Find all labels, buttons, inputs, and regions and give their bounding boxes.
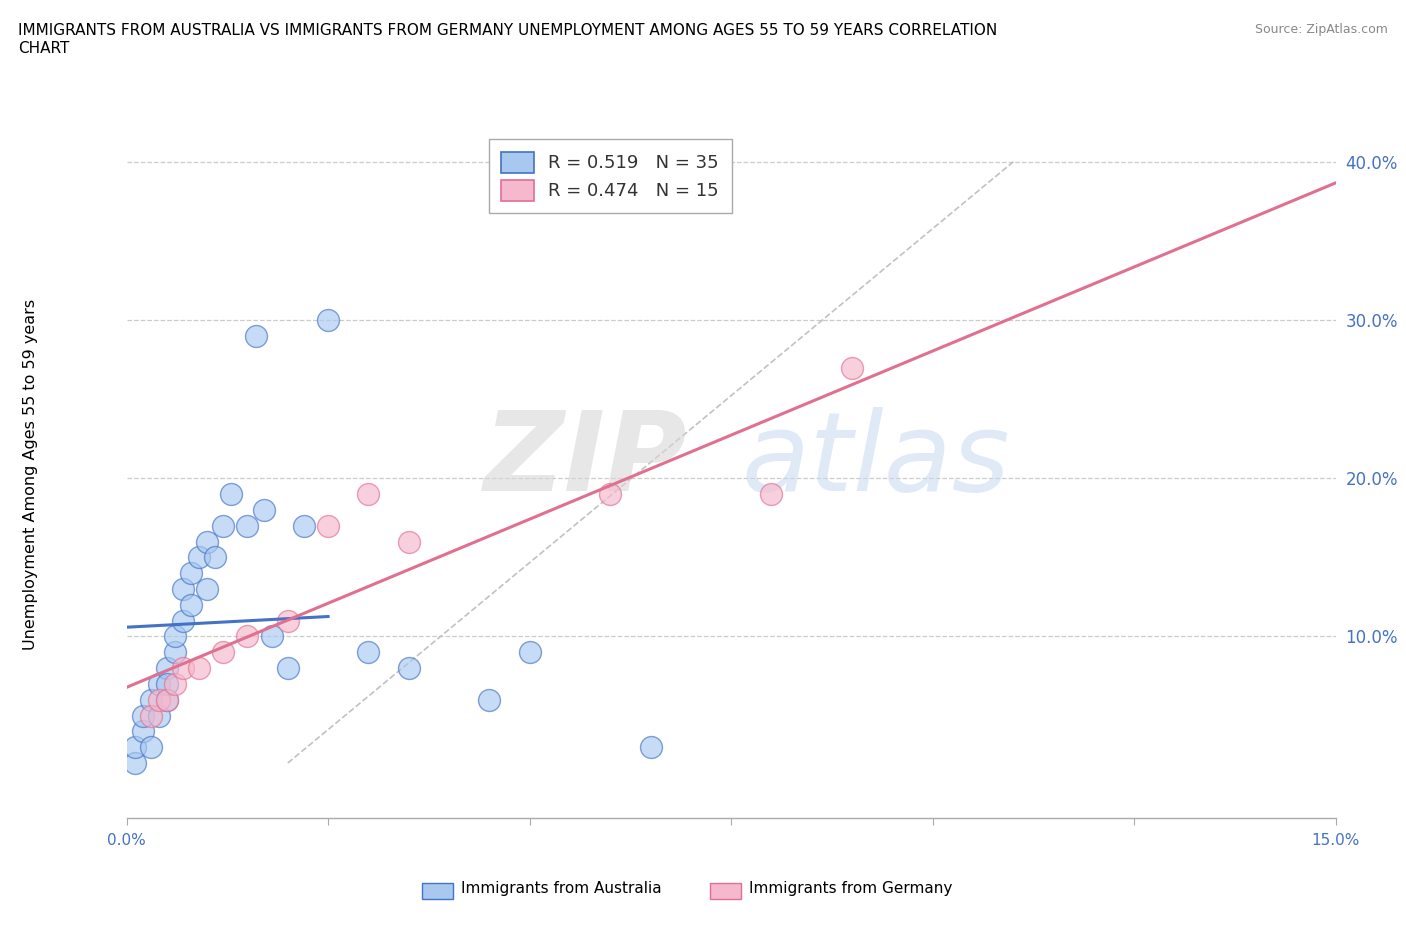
Text: 0.0%: 0.0% <box>107 833 146 848</box>
Point <box>398 534 420 549</box>
Point <box>398 660 420 675</box>
Point <box>148 692 170 707</box>
Point <box>148 708 170 723</box>
Point <box>195 581 218 596</box>
Point <box>172 660 194 675</box>
Point <box>139 692 162 707</box>
Text: Immigrants from Germany: Immigrants from Germany <box>749 881 953 896</box>
Point <box>156 692 179 707</box>
Point <box>357 644 380 659</box>
Point <box>124 755 146 770</box>
Text: CHART: CHART <box>18 41 70 56</box>
Legend: R = 0.519   N = 35, R = 0.474   N = 15: R = 0.519 N = 35, R = 0.474 N = 15 <box>489 140 731 214</box>
Text: Source: ZipAtlas.com: Source: ZipAtlas.com <box>1254 23 1388 36</box>
Point <box>180 597 202 612</box>
Point <box>156 692 179 707</box>
Point <box>316 518 339 533</box>
Text: Immigrants from Australia: Immigrants from Australia <box>461 881 662 896</box>
Point <box>277 613 299 628</box>
Point <box>139 708 162 723</box>
Point <box>124 739 146 754</box>
Point <box>221 486 243 501</box>
Point <box>172 613 194 628</box>
Text: IMMIGRANTS FROM AUSTRALIA VS IMMIGRANTS FROM GERMANY UNEMPLOYMENT AMONG AGES 55 : IMMIGRANTS FROM AUSTRALIA VS IMMIGRANTS … <box>18 23 997 38</box>
Point <box>163 676 186 691</box>
Point <box>212 644 235 659</box>
Point <box>163 629 186 644</box>
Point <box>841 360 863 375</box>
Point <box>640 739 662 754</box>
Point <box>478 692 501 707</box>
Point <box>277 660 299 675</box>
Point <box>212 518 235 533</box>
Point <box>148 676 170 691</box>
Text: 15.0%: 15.0% <box>1312 833 1360 848</box>
Point <box>172 581 194 596</box>
Point <box>156 660 179 675</box>
Text: atlas: atlas <box>742 407 1011 514</box>
Point <box>292 518 315 533</box>
Point <box>195 534 218 549</box>
Point <box>139 739 162 754</box>
Point <box>163 644 186 659</box>
Point <box>599 486 621 501</box>
Point <box>204 550 226 565</box>
Point <box>357 486 380 501</box>
Point <box>236 518 259 533</box>
Point <box>519 644 541 659</box>
Text: Unemployment Among Ages 55 to 59 years: Unemployment Among Ages 55 to 59 years <box>24 299 38 650</box>
Point <box>316 312 339 327</box>
Point <box>156 676 179 691</box>
Point <box>180 565 202 580</box>
Point <box>236 629 259 644</box>
Text: ZIP: ZIP <box>484 407 688 514</box>
Point <box>188 550 211 565</box>
Point <box>245 328 267 343</box>
Point <box>188 660 211 675</box>
Point <box>761 486 783 501</box>
Point <box>131 708 153 723</box>
Point <box>252 502 274 517</box>
Point <box>260 629 283 644</box>
Point <box>131 724 153 738</box>
